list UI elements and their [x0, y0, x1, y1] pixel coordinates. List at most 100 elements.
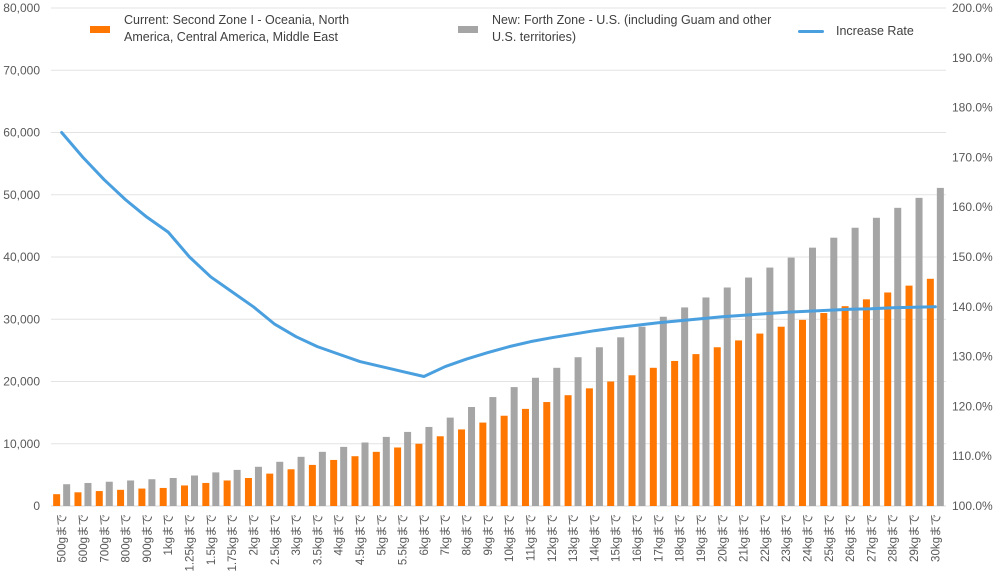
bar-new [894, 207, 902, 506]
bar-current [372, 451, 380, 506]
legend-item-current: Current: Second Zone I - Oceania, North … [90, 12, 350, 46]
x-tick-label: 14kgまで [588, 514, 601, 562]
x-tick-label: 30kgまで [929, 514, 942, 562]
bar-new [808, 247, 816, 506]
bar-new [148, 479, 156, 506]
x-tick-label: 4kgまで [333, 514, 346, 556]
x-tick-label: 15kgまで [610, 514, 623, 562]
x-tick-label: 1.75kgまで [226, 514, 239, 572]
bar-current [564, 395, 572, 506]
bar-new [404, 431, 412, 506]
x-tick-label: 7kgまで [439, 514, 452, 556]
y-right-tick-label: 200.0% [952, 1, 993, 15]
bar-new [382, 436, 390, 506]
x-tick-label: 6kgまで [418, 514, 431, 556]
y-left-tick-label: 60,000 [3, 126, 40, 140]
x-tick-label: 900gまで [141, 514, 154, 563]
y-right-tick-label: 150.0% [952, 250, 993, 264]
y-left-tick-label: 30,000 [3, 312, 40, 326]
bar-current [649, 367, 657, 506]
bar-current [287, 469, 295, 506]
x-tick-label: 10kgまで [503, 514, 516, 562]
x-tick-label: 11kgまで [524, 514, 537, 561]
x-tick-label: 22kgまで [759, 514, 772, 562]
x-tick-label: 28kgまで [887, 514, 900, 562]
y-left-tick-label: 20,000 [3, 375, 40, 389]
bar-current [798, 319, 806, 506]
bar-current [53, 494, 61, 506]
bar-new [595, 347, 603, 506]
bar-new [851, 227, 859, 506]
y-right-tick-label: 100.0% [952, 499, 993, 513]
bar-current [692, 354, 700, 506]
bar-current [820, 313, 828, 506]
y-left-tick-label: 80,000 [3, 1, 40, 15]
bar-new [574, 357, 582, 506]
x-tick-label: 23kgまで [780, 514, 793, 562]
bar-current [585, 388, 593, 506]
x-tick-label: 1.5kgまで [205, 514, 218, 565]
legend-item-rate: Increase Rate [798, 23, 914, 40]
bar-current [905, 285, 913, 506]
x-tick-label: 13kgまで [567, 514, 580, 562]
y-right-tick-label: 190.0% [952, 51, 993, 65]
x-tick-label: 1kgまで [162, 514, 175, 556]
bar-new [787, 257, 795, 506]
bar-current [777, 326, 785, 506]
x-tick-label: 8kgまで [461, 514, 474, 556]
bar-new [446, 417, 454, 506]
bar-new [766, 267, 774, 506]
bar-current [458, 429, 466, 506]
bar-new [276, 461, 284, 506]
bar-new [872, 217, 880, 506]
x-tick-label: 3kgまで [290, 514, 303, 556]
x-tick-label: 24kgまで [801, 514, 814, 562]
bar-new [84, 482, 92, 506]
x-tick-label: 19kgまで [695, 514, 708, 562]
bar-new [361, 442, 369, 506]
bar-new [63, 484, 71, 506]
bar-current [159, 487, 167, 506]
bar-current [735, 340, 743, 506]
bar-current [436, 436, 444, 506]
bar-new [254, 466, 262, 506]
line-increase-rate [60, 131, 937, 379]
bar-new [340, 446, 348, 506]
bar-current [117, 489, 125, 506]
bar-new [169, 477, 177, 506]
y-left-tick-label: 0 [33, 499, 40, 513]
y-right-tick-label: 130.0% [952, 350, 993, 364]
bar-new [233, 469, 241, 506]
bar-current [607, 381, 615, 506]
bar-current [543, 402, 551, 506]
x-tick-label: 20kgまで [716, 514, 729, 562]
x-tick-label: 12kgまで [546, 514, 559, 562]
legend-item-new: New: Forth Zone - U.S. (including Guam a… [458, 12, 788, 46]
x-tick-label: 26kgまで [844, 514, 857, 562]
y-left-tick-label: 50,000 [3, 188, 40, 202]
x-tick-label: 2.5kgまで [269, 514, 282, 565]
y-right-tick-label: 180.0% [952, 101, 993, 115]
bar-current [500, 415, 508, 506]
bar-current [202, 482, 210, 506]
bar-new [830, 237, 838, 506]
x-tick-label: 3.5kgまで [311, 514, 324, 565]
bar-new [617, 337, 625, 506]
x-tick-label: 27kgまで [865, 514, 878, 562]
y-left-tick-label: 40,000 [3, 250, 40, 264]
bar-new [212, 472, 220, 506]
x-tick-label: 16kgまで [631, 514, 644, 562]
bar-current [308, 464, 316, 506]
bar-current [95, 491, 103, 506]
x-tick-label: 700gまで [98, 514, 111, 563]
bar-new [745, 277, 753, 506]
y-left-tick-label: 10,000 [3, 437, 40, 451]
bar-current [330, 459, 338, 506]
bar-new [723, 287, 731, 506]
bar-current [181, 485, 189, 506]
x-tick-label: 25kgまで [823, 514, 836, 562]
bar-current [926, 278, 934, 506]
bar-new [297, 456, 305, 506]
bar-new [318, 451, 326, 506]
bar-new [659, 316, 667, 506]
